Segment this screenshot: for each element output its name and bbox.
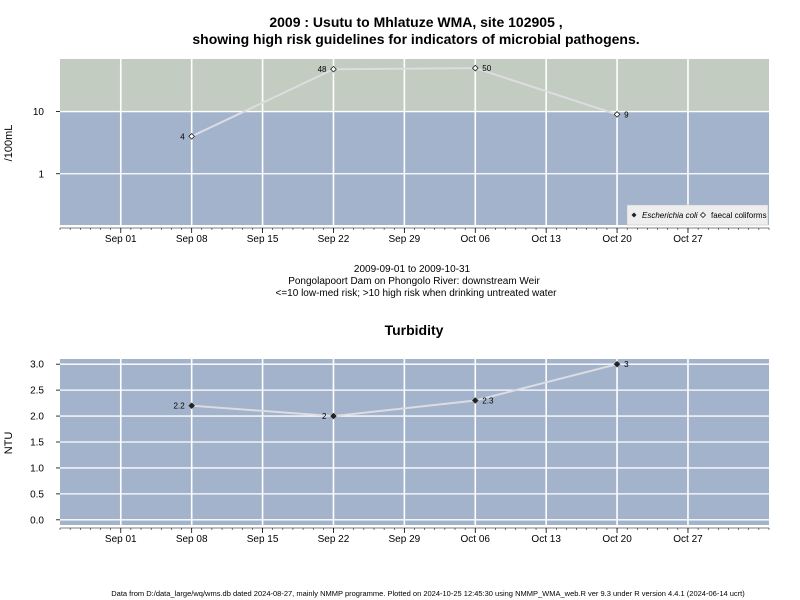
p1-high-risk-band [60,59,769,112]
site-description-note: Pongolapoort Dam on Phongolo River: down… [288,276,540,287]
p1-x-tick-label: Sep 29 [389,234,421,245]
chart1-subtitle: showing high risk guidelines for indicat… [192,31,639,47]
p1-x-tick-label: Oct 27 [673,234,703,245]
p1-data-label: 48 [318,65,327,74]
chart2-grid [60,359,769,525]
legend-label-ecoli: Escherichia coli [642,211,698,220]
p1-series-polyline [191,67,618,138]
p2-y-tick-label: 2.0 [30,412,44,423]
p2-x-tick-label: Sep 22 [318,534,350,545]
chart2-y-axis-label: NTU [3,432,15,455]
p2-data-point-marker [471,397,479,404]
p1-data-point-marker [471,64,479,72]
p2-y-tick-label: 1.5 [30,438,44,449]
chart2-series-line [191,363,618,418]
p1-data-label: 50 [482,64,491,73]
p2-data-point-marker [188,402,196,410]
p2-data-label: 3 [624,360,629,369]
p2-y-tick-label: 0.0 [30,515,44,526]
chart1-axes: Sep 01 Sep 08 Sep 15 Sep 22 Sep 29 Oct 06 Oct … [33,107,770,245]
chart1-legend: Escherichia coli faecal coliforms [626,204,769,226]
risk-guideline-note: <=10 low-med risk; >10 high risk when dr… [276,288,558,299]
p1-y-tick-label: 10 [33,107,45,118]
data-source-footer: Data from D:/data_large/wq/wms.db dated … [111,589,745,598]
p2-y-tick-label: 0.5 [30,489,44,500]
p1-x-tick-label: Sep 15 [247,234,279,245]
p2-series-polyline [191,363,618,418]
p1-data-point-marker [188,132,196,140]
p1-data-label: 9 [624,110,629,119]
legend-label-faecal-coliforms: faecal coliforms [711,211,767,220]
chart1-y-axis-label: /100mL [3,125,15,162]
p2-x-tick-label: Sep 29 [389,534,421,545]
chart1-plot-background [60,59,769,225]
p1-data-point-marker [613,111,621,118]
p1-data-label: 4 [180,132,185,141]
chart1-series-line [191,67,618,138]
p2-x-tick-label: Oct 20 [602,534,632,545]
p1-x-tick-label: Oct 06 [461,234,491,245]
p1-x-tick-label: Oct 20 [602,234,632,245]
p2-data-label: 2.3 [482,397,494,406]
chart1-grid [60,59,769,225]
p1-y-tick-label: 1 [38,169,44,180]
date-range-note: 2009-09-01 to 2009-10-31 [354,264,471,275]
p2-x-tick-label: Sep 08 [176,534,208,545]
legend-open-diamond-icon [699,211,707,219]
chart2-points: 2.2 2 2.3 3 [174,360,630,421]
p2-y-tick-label: 2.5 [30,386,44,397]
p2-y-tick-label: 1.0 [30,463,44,474]
p2-y-tick-label: 3.0 [30,360,44,371]
p1-x-tick-label: Sep 08 [176,234,208,245]
p2-data-point-marker [330,412,337,420]
chart1-points: 4 48 50 9 [180,64,629,141]
legend-filled-diamond-icon [631,212,637,218]
p1-data-point-marker [330,65,337,73]
p2-x-tick-label: Oct 27 [673,534,703,545]
p2-data-label: 2.2 [174,402,186,411]
p1-x-tick-label: Oct 13 [531,234,561,245]
p2-data-label: 2 [322,412,327,421]
legend-box [626,204,769,226]
p2-x-tick-label: Oct 13 [531,534,561,545]
chart2-axes: Sep 01 Sep 08 Sep 15 Sep 22 Sep 29 Oct 06 Oct … [30,360,770,545]
p2-x-tick-label: Sep 01 [105,534,137,545]
chart1-title: 2009 : Usutu to Mhlatuze WMA, site 10290… [269,14,562,30]
p2-data-point-marker [613,360,621,368]
p1-x-tick-label: Sep 22 [318,234,350,245]
chart2-title: Turbidity [385,322,444,338]
p2-x-tick-label: Oct 06 [461,534,491,545]
p2-x-tick-label: Sep 15 [247,534,279,545]
p1-x-tick-label: Sep 01 [105,234,137,245]
